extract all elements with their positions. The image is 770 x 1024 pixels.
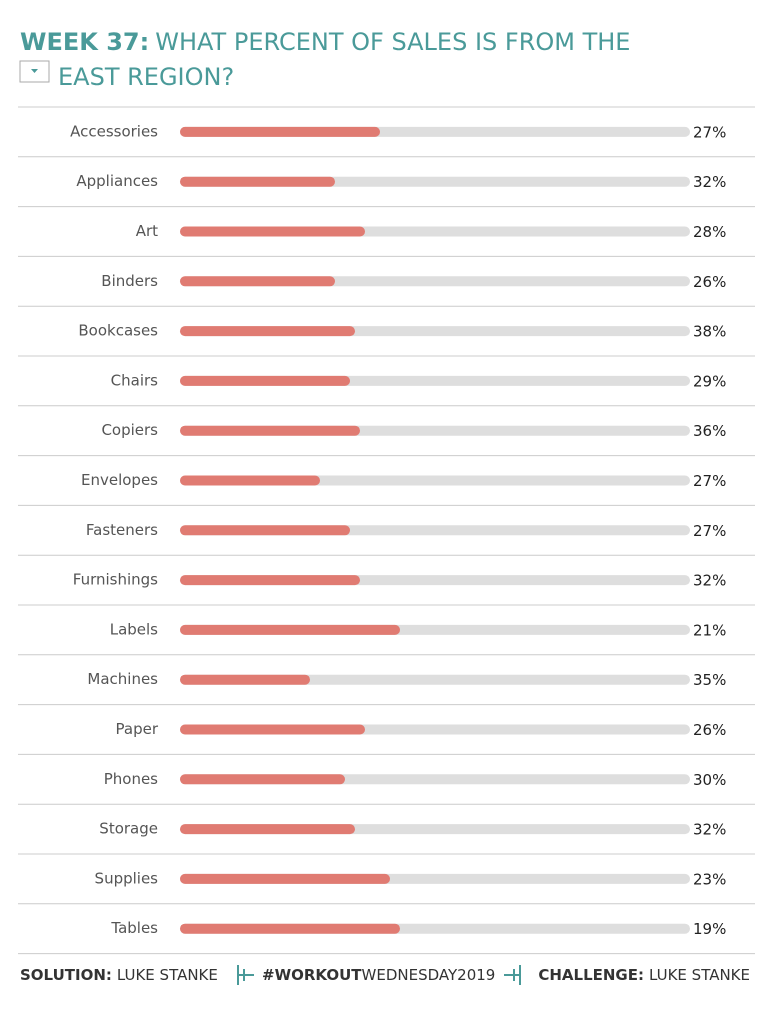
category-label: Supplies <box>95 869 159 887</box>
title-prefix: WEEK 37: <box>20 28 149 56</box>
value-label: 27% <box>693 472 726 490</box>
footer-challenge: CHALLENGE: LUKE STANKE <box>538 966 750 984</box>
category-label: Appliances <box>76 172 158 190</box>
footer-tag: #WORKOUTWEDNESDAY2019 <box>262 966 495 984</box>
category-label: Paper <box>116 720 159 738</box>
category-label: Bookcases <box>78 322 158 340</box>
value-label: 30% <box>693 771 726 789</box>
footer-name: LUKE STANKE <box>649 966 750 984</box>
dropdown-arrow <box>31 69 38 73</box>
category-label: Envelopes <box>81 471 158 489</box>
value-label: 23% <box>693 870 726 888</box>
value-label: 21% <box>693 621 726 639</box>
category-label: Tables <box>110 919 158 937</box>
value-label: 32% <box>693 821 726 839</box>
category-label: Machines <box>87 670 158 688</box>
value-label: 29% <box>693 372 726 390</box>
category-label: Phones <box>104 770 158 788</box>
category-label: Fasteners <box>86 521 158 539</box>
tag-bold: #WORKOUT <box>262 966 362 984</box>
chart-title-line: EAST REGION? <box>58 63 234 91</box>
footer-name: LUKE STANKE <box>117 966 218 984</box>
category-label: Copiers <box>101 421 158 439</box>
footer-label: CHALLENGE: <box>538 966 644 984</box>
footer-label: SOLUTION: <box>20 966 112 984</box>
footer-solution: SOLUTION: LUKE STANKE <box>20 966 218 984</box>
value-label: 32% <box>693 173 726 191</box>
tag-rest: WEDNESDAY2019 <box>362 966 496 984</box>
tag-icon <box>504 965 521 985</box>
value-label: 27% <box>693 123 726 141</box>
value-label: 19% <box>693 920 726 938</box>
category-label: Art <box>136 222 158 240</box>
category-label: Binders <box>101 272 158 290</box>
title-text: WHAT PERCENT OF SALES IS FROM THE <box>155 28 630 56</box>
value-label: 35% <box>693 671 726 689</box>
category-label: Labels <box>110 620 158 638</box>
category-label: Furnishings <box>73 571 158 589</box>
category-label: Storage <box>99 820 158 838</box>
category-label: Accessories <box>70 122 158 140</box>
tag-icon <box>237 965 254 985</box>
value-label: 32% <box>693 572 726 590</box>
value-label: 38% <box>693 323 726 341</box>
value-label: 27% <box>693 522 726 540</box>
value-label: 26% <box>693 721 726 739</box>
value-label: 26% <box>693 273 726 291</box>
category-label: Chairs <box>111 371 159 389</box>
value-label: 28% <box>693 223 726 241</box>
footer: SOLUTION: LUKE STANKE #WORKOUTWEDNESDAY20… <box>20 965 750 985</box>
value-label: 36% <box>693 422 726 440</box>
chart-title-line: WEEK 37: WHAT PERCENT OF SALES IS FROM TH… <box>20 28 630 56</box>
